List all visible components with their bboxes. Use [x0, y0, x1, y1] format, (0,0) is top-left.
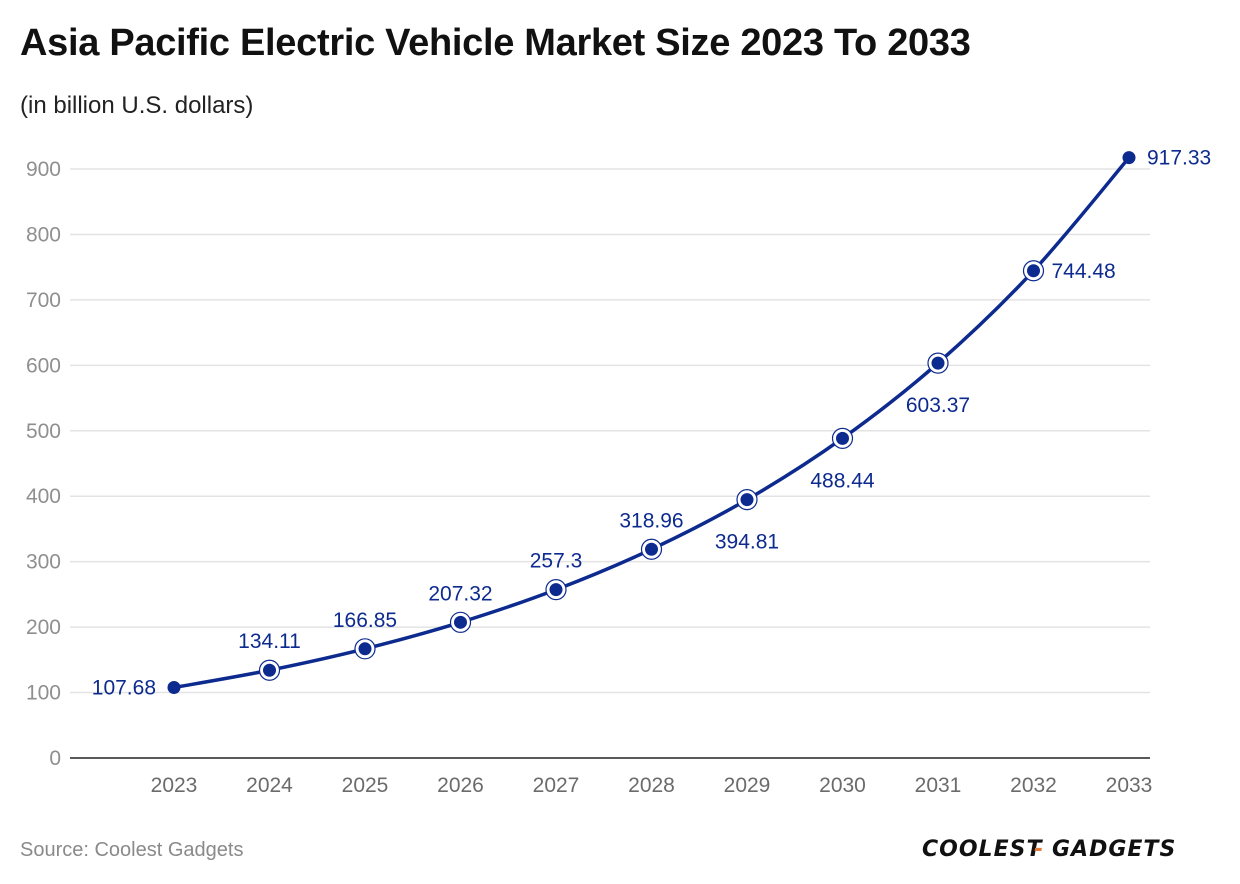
data-label: 166.85	[333, 609, 397, 632]
data-point	[263, 663, 276, 677]
data-label: 603.37	[906, 394, 970, 417]
data-label: 394.81	[715, 531, 779, 554]
y-tick-label: 300	[26, 551, 61, 574]
data-label: 917.33	[1147, 147, 1211, 170]
data-point	[836, 431, 849, 445]
data-point	[931, 356, 945, 370]
x-tick-label: 2027	[533, 774, 580, 797]
x-axis-ticks: 2023 2024 2025 2026 2027 2028 2029 2030 2031 2032…	[151, 774, 1153, 797]
x-tick-label: 2026	[437, 774, 484, 797]
data-point	[454, 615, 467, 629]
y-tick-label: 700	[26, 289, 61, 312]
x-tick-label: 2033	[1106, 774, 1153, 797]
data-label: 744.48	[1052, 260, 1116, 283]
data-label: 488.44	[810, 469, 875, 492]
series-line	[172, 155, 1131, 690]
x-tick-label: 2025	[342, 774, 389, 797]
data-label: 134.11	[238, 630, 301, 653]
chart-subtitle: (in billion U.S. dollars)	[20, 92, 254, 119]
x-tick-label: 2029	[724, 774, 771, 797]
data-label: 207.32	[428, 582, 492, 605]
logo-text-right: GADGETS	[1052, 837, 1176, 862]
y-tick-label: 800	[26, 223, 61, 246]
data-point	[1122, 151, 1136, 165]
data-labels: 107.68 134.11 166.85 207.32 257.3 318.96 394.8…	[92, 147, 1211, 700]
logo-separator: -	[1034, 837, 1044, 862]
data-label: 107.68	[92, 677, 156, 700]
data-point	[358, 642, 372, 656]
y-tick-label: 0	[49, 747, 61, 770]
x-tick-label: 2024	[246, 774, 293, 797]
data-point	[645, 542, 658, 556]
data-point	[1027, 264, 1040, 278]
data-point	[167, 681, 181, 695]
brand-logo: COOLEST - GADGETS	[922, 837, 1176, 862]
y-tick-label: 400	[26, 485, 61, 508]
x-tick-label: 2023	[151, 774, 198, 797]
y-tick-label: 500	[26, 420, 61, 443]
y-axis-ticks: 0 100 200 300 400 500 600 700 800 900	[26, 158, 61, 770]
x-tick-label: 2028	[628, 774, 675, 797]
x-tick-label: 2030	[819, 774, 866, 797]
data-points	[167, 151, 1136, 695]
grid-lines	[70, 168, 1150, 694]
data-point	[549, 583, 563, 597]
data-point	[740, 493, 754, 507]
data-label: 318.96	[619, 509, 683, 532]
chart-title: Asia Pacific Electric Vehicle Market Siz…	[20, 22, 971, 64]
logo-text-left: COOLEST	[922, 837, 1043, 862]
y-tick-label: 200	[26, 616, 61, 639]
y-tick-label: 900	[26, 158, 61, 181]
x-tick-label: 2031	[915, 774, 962, 797]
x-tick-label: 2032	[1010, 774, 1057, 797]
y-tick-label: 600	[26, 354, 61, 377]
data-label: 257.3	[530, 550, 583, 573]
y-tick-label: 100	[26, 682, 61, 705]
source-note: Source: Coolest Gadgets	[20, 839, 244, 861]
